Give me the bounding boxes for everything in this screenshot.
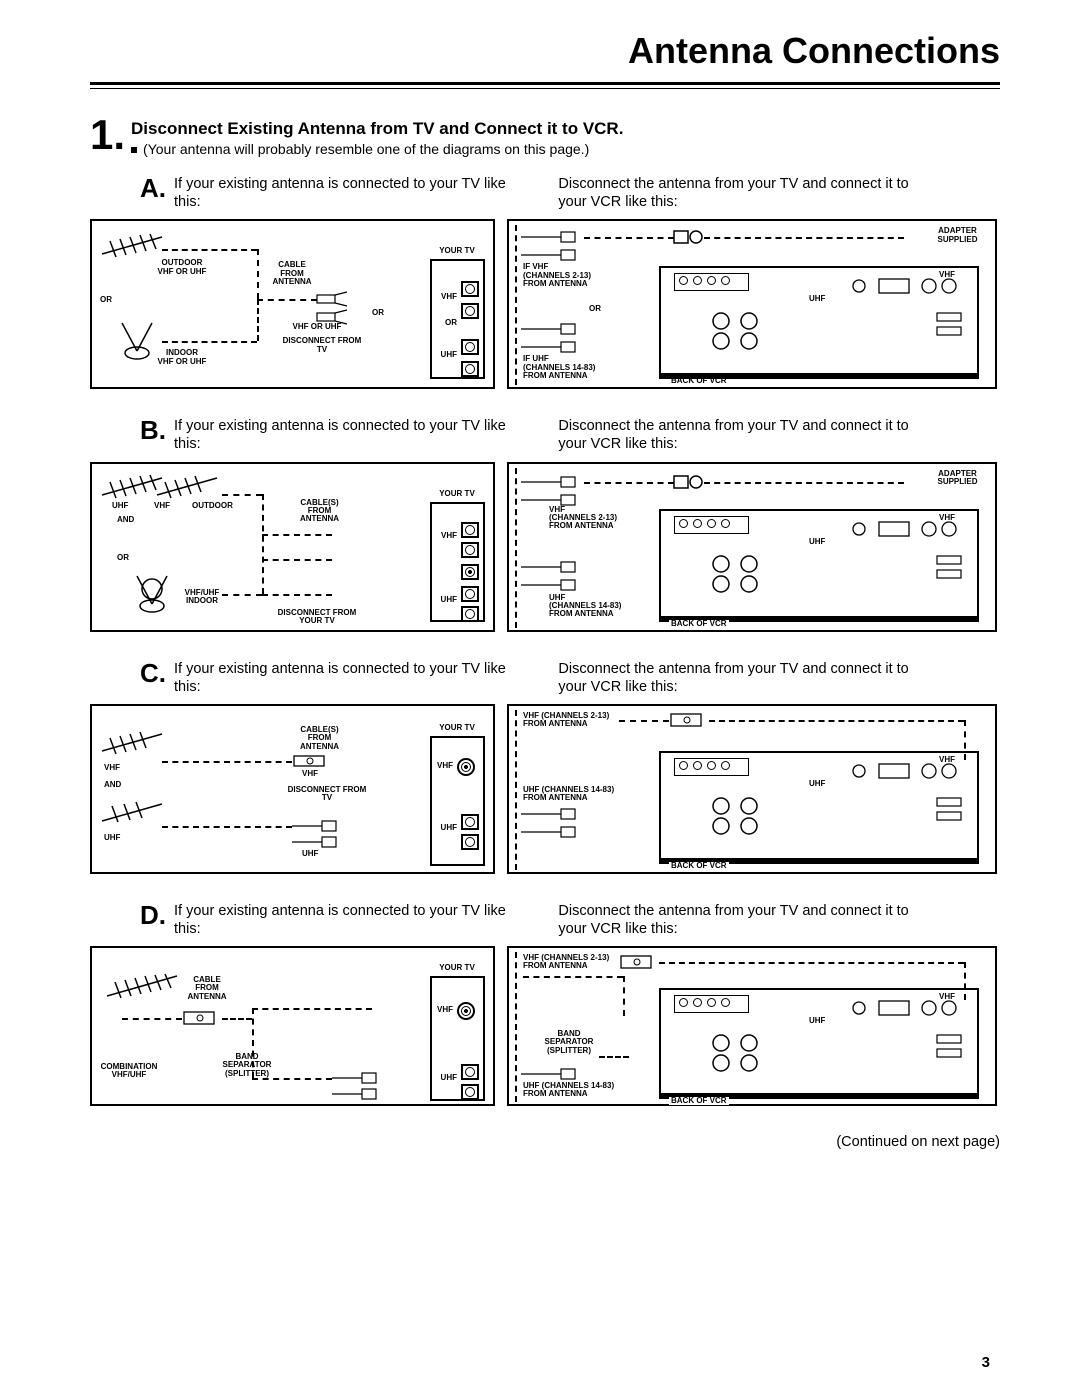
scenario-letter: D. — [140, 902, 166, 928]
diagram-b-right: VHF(CHANNELS 2-13)FROM ANTENNA UHF(CHANN… — [507, 462, 997, 632]
scenario-left-text: If your existing antenna is connected to… — [174, 660, 518, 696]
page-number: 3 — [982, 1354, 990, 1371]
scenario-left-text: If your existing antenna is connected to… — [174, 902, 518, 938]
scenario-letter: A. — [140, 175, 166, 201]
scenario-a: A. If your existing antenna is connected… — [90, 175, 1000, 389]
scenario-d: D. If your existing antenna is connected… — [90, 902, 1000, 1106]
diagram-a-right: IF VHF(CHANNELS 2-13)FROM ANTENNA OR IF … — [507, 219, 997, 389]
scenario-right-text: Disconnect the antenna from your TV and … — [558, 175, 936, 211]
diagram-d-right: VHF (CHANNELS 2-13)FROM ANTENNA BANDSEPA… — [507, 946, 997, 1106]
scenario-left-text: If your existing antenna is connected to… — [174, 417, 518, 453]
diagram-b-left: UHF VHF OUTDOOR AND OR VHF/UHFINDOOR CAB… — [90, 462, 495, 632]
page-title: Antenna Connections — [90, 30, 1000, 78]
scenario-right-text: Disconnect the antenna from your TV and … — [558, 417, 936, 453]
diagram-d-left: CABLEFROMANTENNA COMBINATIONVHF/UHF BAND… — [90, 946, 495, 1106]
continued-text: (Continued on next page) — [90, 1134, 1000, 1150]
scenario-c: C. If your existing antenna is connected… — [90, 660, 1000, 874]
scenario-letter: B. — [140, 417, 166, 443]
scenario-left-text: If your existing antenna is connected to… — [174, 175, 518, 211]
scenario-b: B. If your existing antenna is connected… — [90, 417, 1000, 631]
scenario-right-text: Disconnect the antenna from your TV and … — [558, 660, 936, 696]
step-header: 1. Disconnect Existing Antenna from TV a… — [90, 117, 1000, 157]
step-subtitle: (Your antenna will probably resemble one… — [131, 141, 623, 157]
step-title: Disconnect Existing Antenna from TV and … — [131, 119, 623, 139]
diagram-c-right: VHF (CHANNELS 2-13)FROM ANTENNA UHF (CHA… — [507, 704, 997, 874]
diagram-a-left: OUTDOORVHF OR UHF OR INDOORVHF OR UHF CA… — [90, 219, 495, 389]
step-number: 1. — [90, 117, 125, 153]
scenario-right-text: Disconnect the antenna from your TV and … — [558, 902, 936, 938]
scenario-letter: C. — [140, 660, 166, 686]
title-rule — [90, 82, 1000, 89]
diagram-c-left: VHF AND UHF CABLE(S)FROMANTENNA VHF DISC… — [90, 704, 495, 874]
